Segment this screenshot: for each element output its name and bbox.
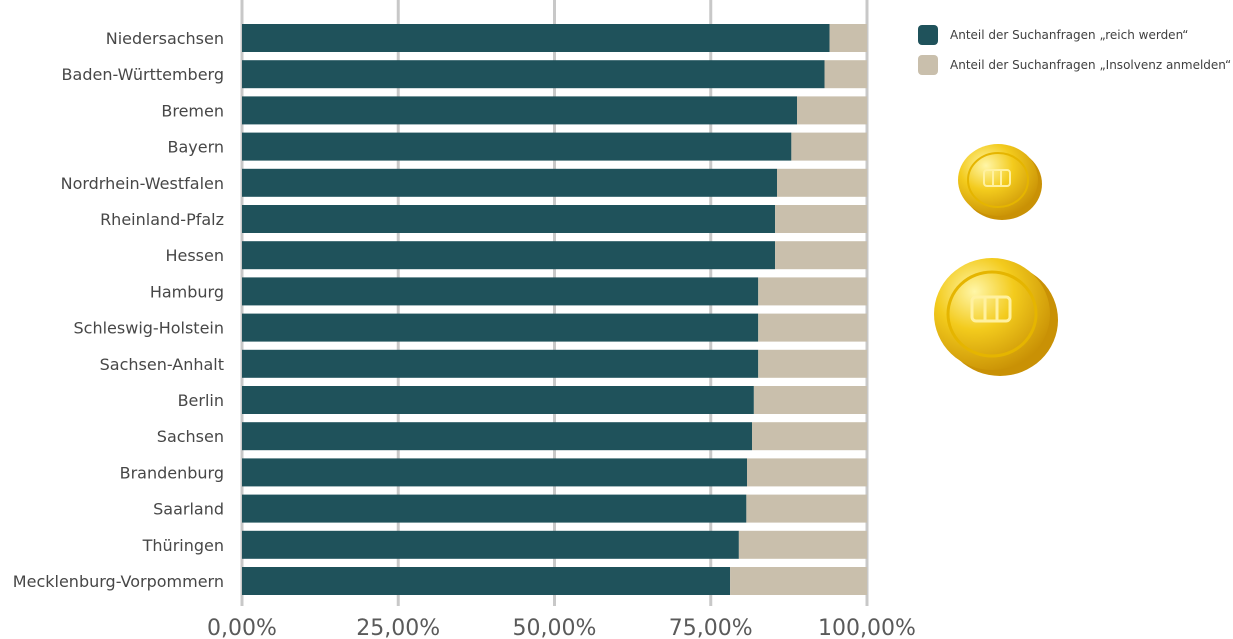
x-axis-ticks: 0,00% 25,00% 50,00% 75,00% 100,00% (207, 616, 916, 639)
x-tick-label: 50,00% (513, 616, 597, 639)
x-tick-label: 100,00% (818, 616, 916, 639)
category-label: Berlin (178, 391, 224, 410)
bar-reich-werden (242, 241, 776, 270)
legend-swatch (918, 55, 938, 75)
bar-reich-werden (242, 530, 739, 559)
bar-insolvenz-anmelden (797, 96, 867, 125)
category-label: Niedersachsen (106, 29, 224, 48)
bar-insolvenz-anmelden (758, 349, 867, 378)
category-label: Hamburg (150, 282, 224, 301)
legend-label: Anteil der Suchanfragen „Insolvenz anmel… (950, 58, 1232, 72)
bar-reich-werden (242, 494, 747, 523)
category-label: Sachsen-Anhalt (100, 355, 224, 374)
category-label: Saarland (153, 500, 224, 519)
bar-reich-werden (242, 168, 777, 197)
x-tick-label: 0,00% (207, 616, 277, 639)
bar-insolvenz-anmelden (829, 24, 867, 52)
bar-reich-werden (242, 132, 792, 161)
gold-coin-icon (934, 258, 1058, 376)
legend-label: Anteil der Suchanfragen „reich werden“ (950, 28, 1189, 42)
bar-insolvenz-anmelden (738, 530, 867, 559)
category-label: Thüringen (142, 536, 224, 555)
category-label: Baden-Württemberg (62, 65, 224, 84)
legend: Anteil der Suchanfragen „reich werden“ A… (918, 24, 1231, 84)
bar-insolvenz-anmelden (758, 313, 867, 342)
bar-insolvenz-anmelden (730, 567, 867, 595)
bar-reich-werden (242, 313, 759, 342)
bar-reich-werden (242, 60, 825, 89)
bar-insolvenz-anmelden (753, 386, 867, 414)
category-label: Brandenburg (120, 463, 224, 482)
bar-reich-werden (242, 386, 754, 414)
category-label: Hessen (165, 246, 224, 265)
legend-item-insolvenz-anmelden: Anteil der Suchanfragen „Insolvenz anmel… (918, 54, 1231, 76)
bar-series (242, 24, 867, 595)
bar-reich-werden (242, 277, 759, 306)
bar-insolvenz-anmelden (777, 168, 867, 197)
bar-insolvenz-anmelden (824, 60, 867, 89)
category-labels: Niedersachsen Baden-Württemberg Bremen Baye… (13, 29, 224, 591)
bar-reich-werden (242, 458, 747, 487)
bar-reich-werden (242, 205, 776, 233)
bar-reich-werden (242, 422, 752, 451)
legend-item-reich-werden: Anteil der Suchanfragen „reich werden“ (918, 24, 1231, 46)
bar-insolvenz-anmelden (746, 494, 867, 523)
category-label: Sachsen (157, 427, 224, 446)
bar-insolvenz-anmelden (791, 132, 867, 161)
gold-coin-icon (958, 144, 1042, 220)
bar-reich-werden (242, 567, 731, 595)
bar-reich-werden (242, 24, 830, 52)
category-label: Mecklenburg-Vorpommern (13, 572, 224, 591)
bar-reich-werden (242, 349, 759, 378)
x-tick-label: 75,00% (669, 616, 753, 639)
category-label: Schleswig-Holstein (74, 319, 224, 338)
x-tick-label: 25,00% (356, 616, 440, 639)
category-label: Nordrhein-Westfalen (61, 174, 224, 193)
category-label: Bremen (161, 101, 224, 120)
category-label: Bayern (167, 138, 224, 157)
category-label: Rheinland-Pfalz (100, 210, 224, 229)
bar-insolvenz-anmelden (758, 277, 867, 306)
bar-reich-werden (242, 96, 797, 125)
bar-insolvenz-anmelden (775, 241, 867, 270)
bar-insolvenz-anmelden (752, 422, 867, 451)
bar-insolvenz-anmelden (747, 458, 867, 487)
legend-swatch (918, 25, 938, 45)
bar-insolvenz-anmelden (775, 205, 867, 233)
